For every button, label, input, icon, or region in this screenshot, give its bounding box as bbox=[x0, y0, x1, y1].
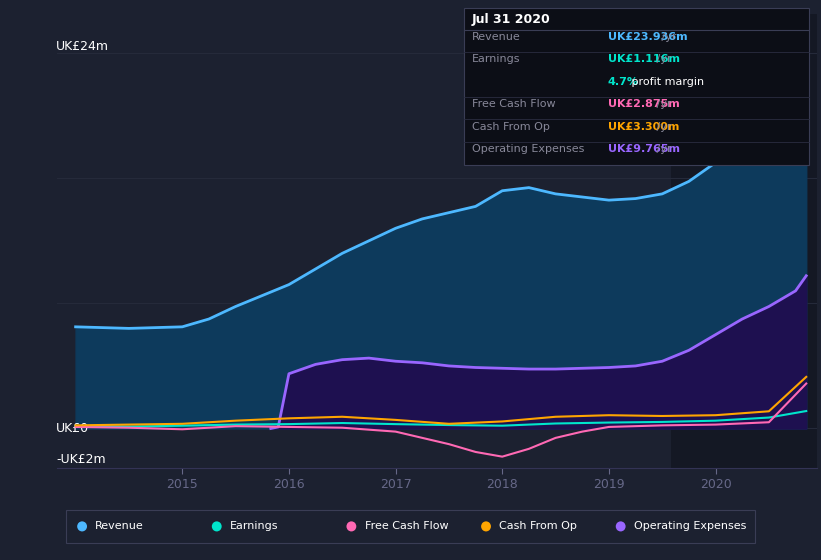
Text: /yr: /yr bbox=[654, 99, 672, 109]
Text: -UK£2m: -UK£2m bbox=[56, 453, 106, 466]
Text: UK£23.936m: UK£23.936m bbox=[608, 32, 687, 42]
Text: Revenue: Revenue bbox=[95, 521, 144, 531]
Text: Cash From Op: Cash From Op bbox=[472, 122, 550, 132]
Text: UK£1.116m: UK£1.116m bbox=[608, 54, 680, 64]
Text: /yr: /yr bbox=[654, 54, 672, 64]
Text: /yr: /yr bbox=[658, 32, 677, 42]
Text: Free Cash Flow: Free Cash Flow bbox=[472, 99, 556, 109]
Text: Jul 31 2020: Jul 31 2020 bbox=[472, 13, 551, 26]
Text: Cash From Op: Cash From Op bbox=[499, 521, 577, 531]
Text: Earnings: Earnings bbox=[472, 54, 521, 64]
Text: profit margin: profit margin bbox=[628, 77, 704, 87]
Text: UK£3.300m: UK£3.300m bbox=[608, 122, 679, 132]
Text: /yr: /yr bbox=[654, 144, 672, 154]
Text: Operating Expenses: Operating Expenses bbox=[634, 521, 746, 531]
Text: UK£9.765m: UK£9.765m bbox=[608, 144, 680, 154]
Text: Earnings: Earnings bbox=[230, 521, 278, 531]
Text: 4.7%: 4.7% bbox=[608, 77, 639, 87]
Text: Revenue: Revenue bbox=[472, 32, 521, 42]
Text: UK£0: UK£0 bbox=[56, 422, 89, 435]
Text: UK£2.875m: UK£2.875m bbox=[608, 99, 679, 109]
Text: /yr: /yr bbox=[654, 122, 672, 132]
Text: Free Cash Flow: Free Cash Flow bbox=[365, 521, 448, 531]
Text: UK£24m: UK£24m bbox=[56, 40, 109, 53]
Bar bbox=[671, 14, 817, 468]
Text: Operating Expenses: Operating Expenses bbox=[472, 144, 585, 154]
